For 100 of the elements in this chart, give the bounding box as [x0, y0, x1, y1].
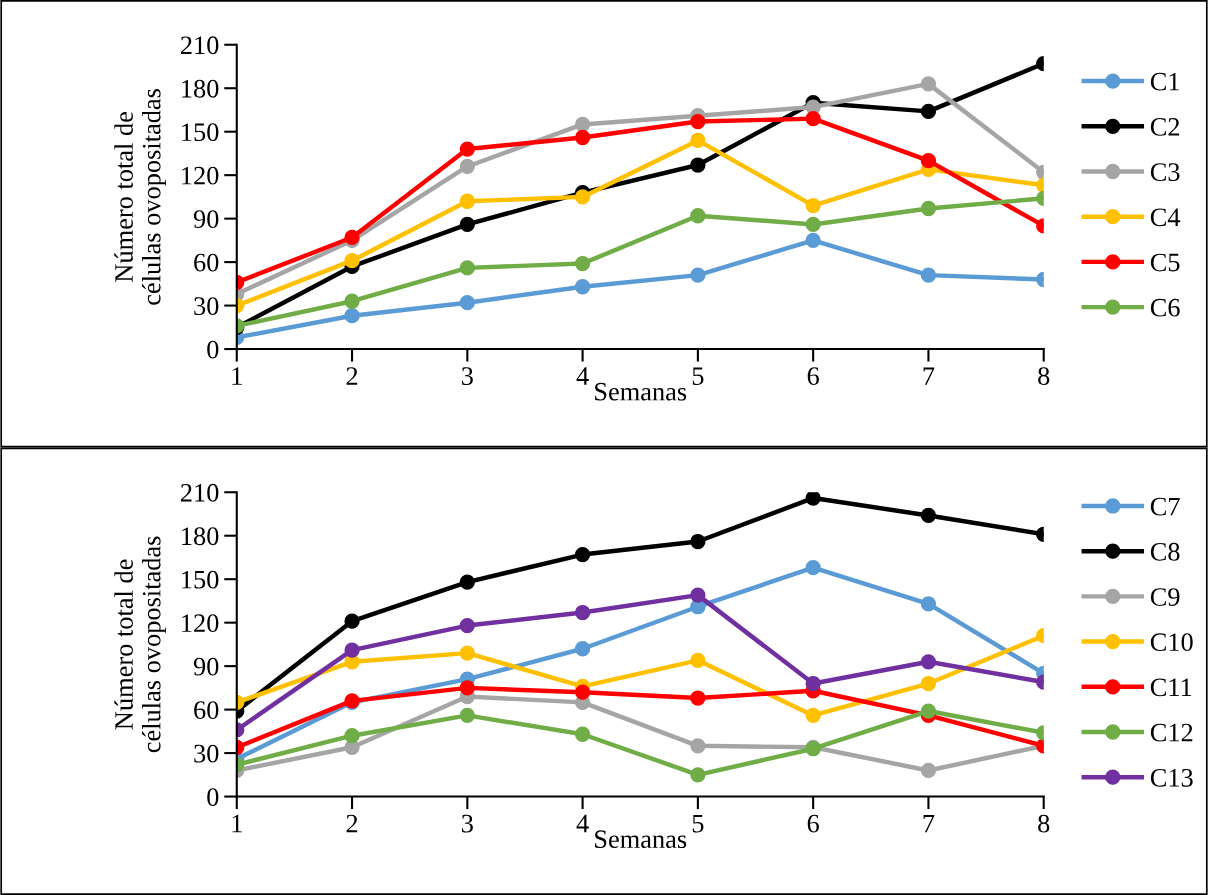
point [920, 762, 937, 779]
y-tick-label: 0 [207, 340, 219, 359]
point [690, 208, 706, 224]
x-tick-label: 2 [346, 367, 358, 385]
point [690, 113, 706, 130]
legend-label: C9 [1150, 588, 1180, 606]
y-tick-label: 210 [180, 36, 219, 55]
point [805, 707, 821, 724]
point [920, 103, 937, 120]
point [459, 645, 475, 661]
point [690, 267, 706, 283]
legend-label: C3 [1150, 163, 1180, 181]
point [690, 533, 706, 550]
point [805, 232, 821, 249]
point [920, 153, 937, 169]
point [690, 767, 706, 783]
point [805, 197, 821, 214]
x-tick-label: 4 [576, 367, 589, 385]
point [574, 255, 591, 272]
y-tick-label: 60 [194, 701, 219, 720]
point [344, 308, 360, 324]
point [459, 574, 475, 590]
x-axis-title: Semanas [595, 830, 687, 849]
y-tick-label: 60 [194, 253, 219, 272]
point [805, 492, 821, 506]
point [805, 675, 821, 692]
point [920, 200, 937, 217]
x-tick-label: 6 [807, 367, 819, 385]
x-tick-label: 3 [461, 814, 473, 833]
point [920, 267, 937, 283]
x-tick-label: 1 [232, 367, 242, 385]
y-tick-label: 30 [194, 297, 219, 315]
point [459, 295, 475, 311]
y-tick-label: 120 [182, 166, 219, 185]
point [690, 652, 706, 668]
legend-label: C10 [1150, 633, 1193, 652]
legend-label: C13 [1150, 768, 1193, 787]
point [920, 596, 937, 612]
point [690, 132, 706, 149]
y-tick-label: 180 [182, 79, 219, 98]
x-tick-label: 3 [461, 367, 473, 385]
point [920, 507, 937, 524]
x-tick-label: 7 [923, 814, 935, 833]
point [459, 680, 475, 696]
point [459, 141, 475, 157]
point [574, 726, 591, 742]
x-tick-label: 7 [923, 367, 935, 385]
legend-label: C7 [1150, 497, 1180, 516]
point [344, 253, 360, 269]
point [805, 216, 821, 233]
point [574, 546, 591, 563]
legend-label: C5 [1150, 253, 1180, 272]
legend-label: C4 [1150, 208, 1181, 227]
legend-label: C6 [1150, 298, 1180, 317]
x-tick-label: 5 [692, 814, 704, 833]
legend-label: C8 [1150, 542, 1180, 561]
point [459, 707, 475, 724]
point [574, 129, 591, 146]
y-tick-label: 210 [180, 483, 219, 502]
x-tick-label: 2 [346, 814, 358, 833]
point [459, 260, 475, 276]
x-tick-label: 5 [692, 367, 704, 385]
point [690, 587, 706, 603]
point [574, 279, 591, 295]
point [459, 158, 475, 175]
y-axis-title: Número total de células ovopositadas [114, 89, 166, 305]
y-tick-label: 30 [194, 744, 219, 763]
y-tick-label: 90 [193, 210, 219, 229]
x-axis-title: Semanas [595, 382, 687, 401]
point [344, 642, 360, 658]
point [920, 675, 937, 692]
point [574, 116, 591, 133]
y-tick-label: 90 [193, 657, 219, 676]
legend-label: C2 [1150, 118, 1180, 136]
point [920, 76, 937, 92]
point [344, 293, 360, 309]
legend-label: C12 [1150, 723, 1193, 742]
point [344, 728, 360, 744]
y-tick-label: 0 [207, 788, 219, 806]
point [574, 684, 591, 700]
x-tick-label: 4 [576, 814, 589, 833]
point [690, 157, 706, 173]
point [690, 738, 706, 754]
x-tick-label: 1 [232, 814, 242, 833]
point [344, 613, 360, 629]
y-tick-label: 150 [182, 123, 219, 142]
point [459, 193, 475, 209]
point [459, 617, 475, 634]
y-axis-title: Número total de células ovopositadas [114, 536, 166, 753]
point [574, 641, 591, 657]
legend-label: C11 [1150, 678, 1192, 697]
point [690, 690, 706, 706]
x-tick-label: 8 [1038, 367, 1050, 385]
point [459, 216, 475, 233]
legend-label: C1 [1150, 72, 1179, 91]
y-tick-label: 120 [182, 614, 219, 633]
point [574, 604, 591, 621]
point [805, 559, 821, 576]
point [920, 654, 937, 670]
x-tick-label: 8 [1038, 814, 1050, 833]
